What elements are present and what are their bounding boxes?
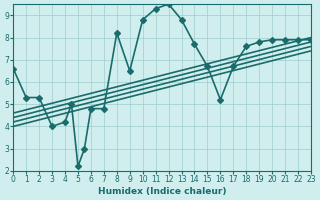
X-axis label: Humidex (Indice chaleur): Humidex (Indice chaleur) [98,187,226,196]
